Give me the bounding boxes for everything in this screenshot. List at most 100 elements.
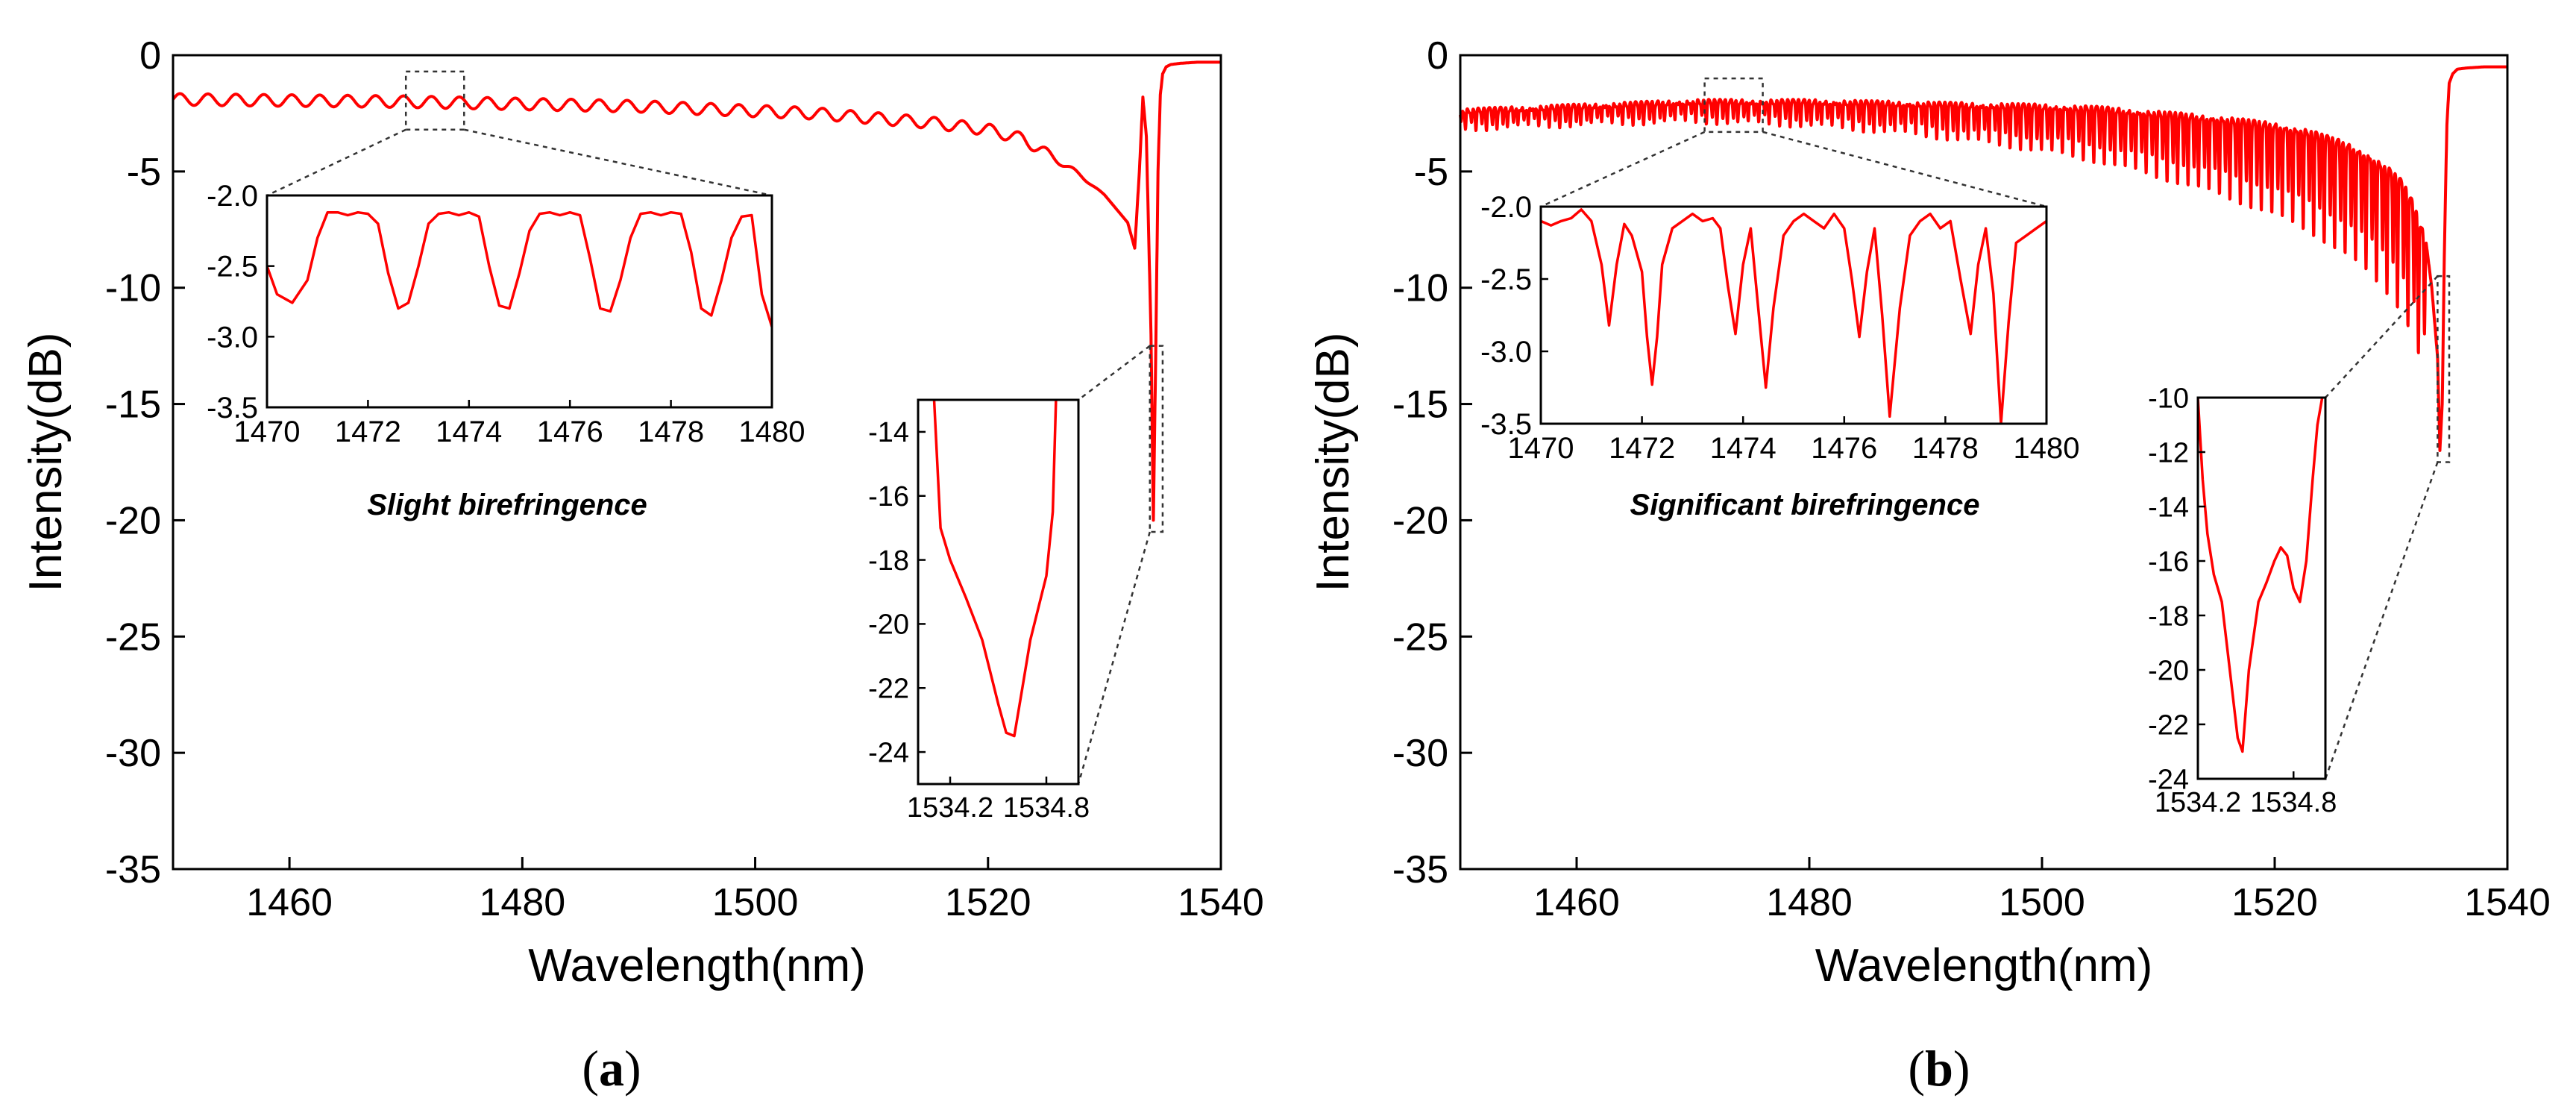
main-series-line (172, 60, 1222, 522)
zoom-guide-line (464, 128, 773, 197)
inset-x-tick-label: 1476 (1811, 432, 1877, 465)
inset-y-tick-label: -22 (868, 674, 909, 705)
x-tick-label: 1540 (1178, 881, 1264, 924)
inset-y-tick-label: -16 (2148, 546, 2189, 577)
inset-note-label: Slight birefringence (367, 489, 647, 521)
zoom-guide-line (2325, 275, 2439, 398)
inset-y-tick-label: -2.5 (1480, 263, 1532, 296)
inset-x-tick-label: 1480 (739, 416, 805, 448)
inset-y-tick-label: -2.0 (207, 180, 258, 213)
y-tick-label: -5 (127, 151, 161, 194)
caption-paren-close: ) (1953, 1040, 1970, 1097)
x-tick-label: 1520 (945, 881, 1031, 924)
x-axis-title: Wavelength(nm) (528, 940, 866, 991)
inset-x-tick-label: 1472 (335, 416, 401, 448)
inset-x-tick-label: 1534.2 (2155, 787, 2241, 818)
y-axis-title: Intensity(dB) (1307, 332, 1359, 592)
zoom-region-box (404, 70, 465, 131)
inset-background (1541, 207, 2046, 424)
y-tick-label: -35 (105, 848, 161, 891)
inset-y-tick-label: -20 (868, 609, 909, 641)
inset-background (918, 400, 1078, 784)
inset-y-tick-label: -14 (868, 417, 909, 448)
inset-y-tick-label: -3.0 (1480, 336, 1532, 369)
inset-y-tick-label: -2.5 (207, 251, 258, 283)
inset-y-tick-label: -20 (2148, 655, 2189, 686)
inset-frame (1539, 205, 2048, 425)
y-tick-label: 0 (1427, 34, 1448, 78)
zoom-guide-line (2324, 462, 2439, 780)
inset-frame (2196, 396, 2327, 780)
inset-y-tick-label: -3.5 (207, 392, 258, 424)
inset-ripple: 1470 1472 1474 1476 1478 1480 -2.0 -2.5 -3.0 -3.5… (207, 70, 805, 521)
inset-x-tick-label: 1474 (1710, 432, 1777, 465)
panel-caption: (b) (1908, 1040, 1970, 1097)
y-tick-label: -5 (1414, 151, 1448, 194)
inset-y-tick-label: -3.5 (1480, 408, 1532, 441)
inset-y-tick-label: -18 (2148, 601, 2189, 632)
inset-note-label: Significant birefringence (1630, 489, 1980, 521)
inset-dip: 1534.2 1534.8 -14 -16 -18 -20 -22 -24 (868, 345, 1164, 824)
zoom-guide-line (1078, 345, 1151, 401)
inset-dip: 1534.2 1534.8 -10 -12 -14 -16 -18 -20 -22 -24 (2148, 275, 2451, 818)
inset-x-tick-label: 1534.8 (2250, 787, 2337, 818)
inset-y-tick-label: -24 (2148, 764, 2189, 795)
inset-frame (266, 194, 773, 409)
inset-y-tick-label: -16 (868, 481, 909, 512)
main-plot-frame (1459, 54, 2509, 871)
inset-y-tick-label: -3.0 (207, 321, 258, 354)
y-tick-label: -10 (105, 267, 161, 310)
inset-series-line (267, 210, 772, 327)
inset-series-line (2198, 398, 2324, 753)
caption-paren-open: ( (582, 1040, 599, 1097)
x-tick-label: 1460 (1533, 881, 1620, 924)
inset-x-tick-label: 1474 (436, 416, 502, 448)
inset-frame (917, 398, 1080, 786)
zoom-guide-line (1762, 131, 2047, 208)
x-tick-label: 1540 (2464, 881, 2551, 924)
x-tick-label: 1480 (479, 881, 565, 924)
y-tick-label: -15 (105, 383, 161, 427)
zoom-guide-line (1540, 131, 1706, 208)
y-tick-label: -25 (1392, 615, 1448, 659)
y-tick-label: -15 (1392, 383, 1448, 427)
zoom-guide-line (1077, 531, 1151, 785)
y-tick-label: -30 (105, 732, 161, 775)
x-axis-title: Wavelength(nm) (1815, 940, 2153, 991)
inset-x-tick-label: 1534.8 (1003, 792, 1090, 824)
inset-x-tick-label: 1478 (1912, 432, 1979, 465)
caption-paren-open: ( (1908, 1040, 1925, 1097)
x-tick-label: 1500 (712, 881, 799, 924)
y-tick-label: -25 (105, 615, 161, 659)
inset-y-tick-label: -14 (2148, 492, 2189, 523)
inset-y-tick-label: -18 (868, 545, 909, 577)
chart-panel-b: 1460 1480 1500 1520 1540 0 -5 -10 -15 -20 -25 -30 -3… (1307, 34, 2551, 1097)
panel-caption: (a) (582, 1040, 641, 1097)
inset-y-tick-label: -24 (868, 737, 909, 768)
chart-panel-a: 1460 1480 1500 1520 1540 0 -5 -10 -15 -20 -25 -30 -3… (20, 34, 1264, 1097)
zoom-region-box (1703, 77, 1764, 134)
caption-letter: a (599, 1040, 624, 1097)
y-tick-label: -10 (1392, 267, 1448, 310)
inset-x-tick-label: 1534.2 (907, 792, 993, 824)
inset-x-tick-label: 1470 (1508, 432, 1574, 465)
zoom-region-box (1149, 345, 1164, 533)
inset-x-tick-label: 1478 (638, 416, 704, 448)
y-tick-label: -20 (1392, 499, 1448, 542)
inset-x-tick-label: 1472 (1609, 432, 1675, 465)
main-plot-frame (172, 54, 1222, 871)
y-tick-label: -20 (105, 499, 161, 542)
inset-y-tick-label: -2.0 (1480, 191, 1532, 224)
caption-paren-close: ) (624, 1040, 641, 1097)
x-tick-label: 1500 (1999, 881, 2085, 924)
inset-x-tick-label: 1470 (234, 416, 301, 448)
caption-letter: b (1925, 1040, 1953, 1097)
inset-x-tick-label: 1480 (2014, 432, 2080, 465)
zoom-guide-line (266, 128, 406, 197)
x-tick-label: 1480 (1766, 881, 1853, 924)
inset-y-tick-label: -22 (2148, 709, 2189, 741)
y-axis-title: Intensity(dB) (20, 332, 72, 592)
main-series-line (1459, 65, 2509, 452)
inset-series-line (1541, 208, 2046, 424)
